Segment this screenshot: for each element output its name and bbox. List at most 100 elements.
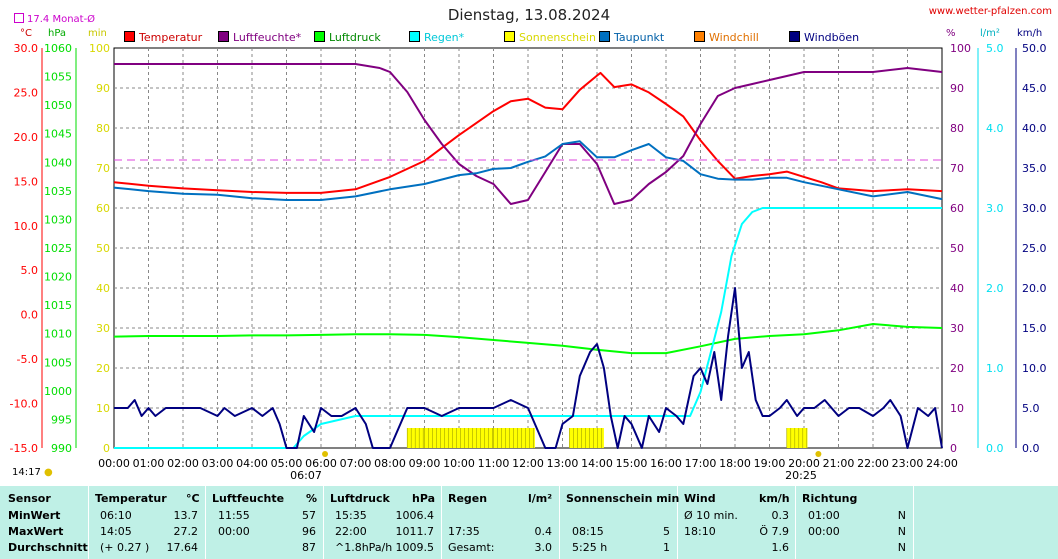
tick-label-hum: 70 <box>950 162 964 175</box>
tick-label-pressure: 1005 <box>44 356 72 369</box>
tick-label-wind: 35.0 <box>1022 162 1047 175</box>
tick-label-pressure: 1060 <box>44 42 72 55</box>
legend-label: Temperatur <box>139 31 203 44</box>
sun-marker-icon <box>322 451 329 457</box>
series-line <box>114 63 943 205</box>
tick-label-pressure: 1000 <box>44 385 72 398</box>
x-tick-label: 12:00 <box>512 457 544 470</box>
table-cell-press_val: 1011.7 <box>395 525 435 538</box>
table-header-sensor: Sensor <box>8 492 51 505</box>
table-cell-sun_val: 1 <box>663 541 670 554</box>
legend-swatch <box>218 31 229 42</box>
series-line <box>113 71 943 194</box>
tick-label-pressure: 1020 <box>44 271 72 284</box>
tick-label-pressure: 1030 <box>44 213 72 226</box>
tick-label-hum: 90 <box>950 82 964 95</box>
table-cell-wind_val: 1.6 <box>771 541 790 554</box>
tick-label-hum: 30 <box>950 322 964 335</box>
x-tick-label: 05:00 <box>271 457 303 470</box>
table-cell-rain_time: 17:35 <box>448 525 480 538</box>
tick-label-sun: 30 <box>96 322 110 335</box>
tick-label-pressure: 1040 <box>44 156 72 169</box>
legend-label: Luftfeuchte* <box>233 31 302 44</box>
tick-label-wind: 20.0 <box>1022 282 1047 295</box>
x-tick-label: 24:00 <box>926 457 958 470</box>
table-cell-hum_time: 11:55 <box>218 509 250 522</box>
table-header-wind: Wind <box>684 492 716 505</box>
table-header-sun: Sonnenschein min <box>566 492 680 505</box>
table-cell-sun_time: 08:15 <box>572 525 604 538</box>
legend-label: Luftdruck <box>329 31 381 44</box>
table-cell-hum_time: 00:00 <box>218 525 250 538</box>
tick-label-pressure: 995 <box>51 413 72 426</box>
tick-label-rain: 5.0 <box>986 42 1004 55</box>
tick-label-sun: 20 <box>96 362 110 375</box>
tick-label-wind: 45.0 <box>1022 82 1047 95</box>
legend-label: Windböen <box>804 31 860 44</box>
sun-marker-icon <box>815 451 822 457</box>
tick-label-pressure: 1010 <box>44 328 72 341</box>
x-tick-label: 06:00 <box>305 457 337 470</box>
tick-label-hum: 40 <box>950 282 964 295</box>
table-cell-wind_val: 0.3 <box>771 509 790 522</box>
table-header-press-unit: hPa <box>412 492 436 505</box>
tick-label-sun: 10 <box>96 402 110 415</box>
monthly-average-text: 17.4 Monat-Ø <box>27 14 96 25</box>
series-line <box>114 287 943 449</box>
x-tick-label: 22:00 <box>857 457 889 470</box>
legend-swatch <box>409 31 420 42</box>
table-cell-wind_time: 18:10 <box>684 525 716 538</box>
x-tick-label: 00:00 <box>98 457 130 470</box>
table-cell-temp_val: 13.7 <box>173 509 199 522</box>
axis-unit-sun: min <box>88 28 107 39</box>
table-header-rain-unit: l/m² <box>528 492 553 505</box>
tick-label-temp: 0.0 <box>21 309 39 322</box>
tick-label-wind: 15.0 <box>1022 322 1047 335</box>
tick-label-pressure: 990 <box>51 442 72 455</box>
table-header-hum-unit: % <box>306 492 318 505</box>
sunshine-bar <box>786 428 808 448</box>
legend-sonnenschein: Sonnenschein <box>504 31 596 44</box>
tick-label-pressure: 1050 <box>44 99 72 112</box>
legend-luftfeuchte: Luftfeuchte* <box>218 31 301 44</box>
site-brand-link[interactable]: www.wetter-pfalzen.com <box>928 6 1052 17</box>
tick-label-temp: 10.0 <box>14 220 39 233</box>
table-header-rain: Regen <box>448 492 488 505</box>
tick-label-temp: 20.0 <box>14 131 39 144</box>
tick-label-sun: 90 <box>96 82 110 95</box>
series-line <box>114 207 942 449</box>
tick-label-hum: 20 <box>950 362 964 375</box>
table-cell-sun_time: 5:25 h <box>572 541 608 554</box>
sunshine-bars <box>406 428 808 448</box>
legend-regen: Regen* <box>409 31 464 44</box>
legend-windchill: Windchill <box>694 31 759 44</box>
chart-title: Dienstag, 13.08.2024 <box>447 6 611 24</box>
x-tick-label: 16:00 <box>650 457 682 470</box>
legend-taupunkt: Taupunkt <box>599 31 664 44</box>
y-axes: 30.0 25.0 20.0 15.0 10.0 5.0 0.0 -5.0 -10.0 -15.0… <box>10 42 1047 455</box>
table-cell-temp_time: (+ 0.27 ) <box>100 541 150 554</box>
table-cell-press_time: 22:00 <box>335 525 367 538</box>
tick-label-sun: 60 <box>96 202 110 215</box>
table-cell-rain_time: Gesamt: <box>448 541 495 554</box>
x-tick-label: 13:00 <box>547 457 579 470</box>
table-cell-temp_val: 27.2 <box>173 525 199 538</box>
tick-label-rain: 4.0 <box>986 122 1004 135</box>
tick-label-hum: 80 <box>950 122 964 135</box>
tick-label-rain: 2.0 <box>986 282 1004 295</box>
x-tick-label: 08:00 <box>374 457 406 470</box>
x-tick-label: 17:00 <box>685 457 717 470</box>
table-cell-press_time: ^1.8hPa/h <box>335 541 393 554</box>
tick-label-temp: 5.0 <box>21 264 39 277</box>
table-cell-hum_val: 57 <box>302 509 316 522</box>
sunshine-bar <box>493 428 535 448</box>
x-tick-label: 07:00 <box>340 457 372 470</box>
tick-label-wind: 50.0 <box>1022 42 1047 55</box>
tick-label-rain: 0.0 <box>986 442 1004 455</box>
series-line <box>113 323 943 355</box>
axis-unit-wind: km/h <box>1017 28 1043 39</box>
tick-label-pressure: 1055 <box>44 71 72 84</box>
table-cell-label: MinWert <box>8 509 61 522</box>
stats-table: Sensor Temperatur °C Luftfeuchte % Luftd… <box>0 486 1058 559</box>
table-cell-label: Durchschnitt <box>8 541 88 554</box>
